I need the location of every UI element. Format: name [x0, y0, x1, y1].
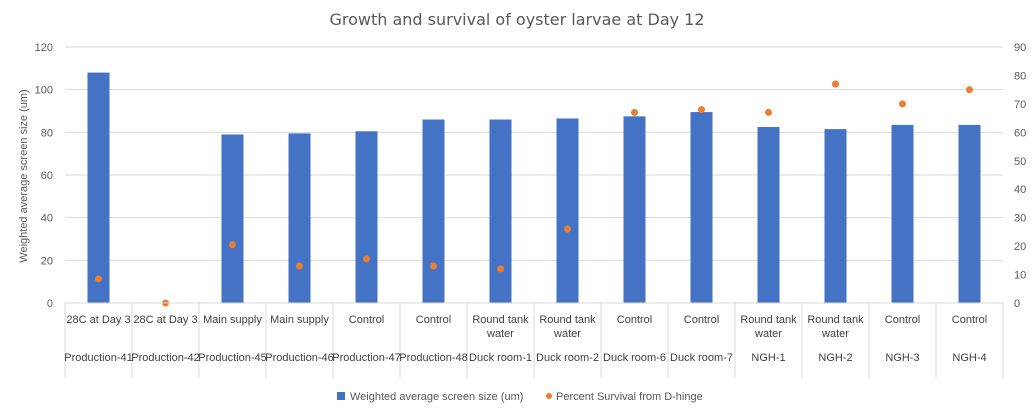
bar — [422, 119, 445, 304]
left-tick-label: 100 — [35, 85, 53, 97]
right-tick-label: 50 — [1014, 156, 1026, 168]
legend-dot-swatch — [546, 393, 552, 399]
right-tick-label: 0 — [1014, 298, 1020, 310]
y-axis-title: Weighted average screen size (um) — [18, 89, 30, 262]
legend-bar-label: Weighted average screen size (um) — [350, 391, 523, 403]
left-axis-ticks: 0 20 40 60 80 100 120 — [35, 42, 53, 310]
bars — [87, 72, 981, 304]
category-label: 28C at Day 3 — [133, 314, 197, 326]
category-group-label: NGH-3 — [885, 352, 919, 364]
category-group-label: Duck room-7 — [670, 352, 733, 364]
category-label: Control — [952, 314, 987, 326]
survival-point — [95, 275, 102, 283]
survival-point — [229, 241, 236, 249]
left-tick-label: 120 — [35, 42, 53, 54]
category-group-label: Production-46 — [265, 352, 334, 364]
category-group-label: NGH-4 — [952, 352, 986, 364]
right-axis-ticks: 0 10 20 30 40 50 60 70 80 90 — [1014, 42, 1026, 310]
survival-point — [966, 86, 973, 94]
category-group-label: Production-45 — [198, 352, 267, 364]
bar — [891, 124, 914, 303]
category-group-label: Production-48 — [399, 352, 468, 364]
left-tick-label: 20 — [41, 255, 53, 267]
bar — [288, 133, 311, 303]
bar — [623, 116, 646, 303]
bar — [958, 124, 981, 303]
left-tick-label: 0 — [47, 298, 53, 310]
category-group-label: NGH-1 — [751, 352, 785, 364]
right-tick-label: 40 — [1014, 184, 1026, 196]
bar — [556, 118, 579, 303]
survival-points — [95, 80, 973, 307]
bar — [757, 127, 780, 303]
right-tick-label: 90 — [1014, 42, 1026, 54]
bar — [824, 129, 847, 303]
survival-point — [765, 108, 772, 116]
category-group-label: Production-47 — [332, 352, 401, 364]
survival-point — [363, 255, 370, 263]
category-label: Main supply — [270, 314, 329, 326]
category-label: Round tank — [740, 314, 797, 326]
category-label: Control — [885, 314, 920, 326]
category-label: Control — [684, 314, 719, 326]
category-label: 28C at Day 3 — [66, 314, 130, 326]
chart-title: Growth and survival of oyster larvae at … — [329, 10, 704, 29]
category-label: water — [821, 328, 849, 340]
survival-point — [631, 108, 638, 116]
category-group-label: NGH-2 — [818, 352, 852, 364]
survival-point — [899, 100, 906, 108]
bar — [690, 112, 713, 303]
bar — [489, 119, 512, 304]
category-label: Round tank — [472, 314, 529, 326]
bar — [87, 72, 110, 303]
bar — [355, 131, 378, 303]
right-tick-label: 30 — [1014, 213, 1026, 225]
category-label: Control — [617, 314, 652, 326]
survival-point — [564, 225, 571, 233]
survival-point — [698, 106, 705, 114]
survival-point — [497, 265, 504, 273]
category-group-label: Production-42 — [131, 352, 200, 364]
gridlines — [65, 46, 1003, 261]
left-tick-label: 60 — [41, 170, 53, 182]
right-tick-label: 70 — [1014, 99, 1026, 111]
category-group-label: Production-41 — [64, 352, 133, 364]
survival-point — [832, 80, 839, 88]
legend: Weighted average screen size (um) Percen… — [337, 391, 703, 403]
legend-dot-label: Percent Survival from D-hinge — [556, 391, 703, 403]
right-tick-label: 80 — [1014, 70, 1026, 82]
right-tick-label: 10 — [1014, 270, 1026, 282]
bar — [221, 134, 244, 303]
left-tick-label: 40 — [41, 213, 53, 225]
category-label: Main supply — [203, 314, 262, 326]
category-label: Control — [416, 314, 451, 326]
right-tick-label: 20 — [1014, 241, 1026, 253]
survival-point — [430, 262, 437, 270]
legend-bar-swatch — [337, 392, 345, 400]
category-group-label: Duck room-1 — [469, 352, 532, 364]
category-label: Control — [349, 314, 384, 326]
category-group-label: Duck room-6 — [603, 352, 666, 364]
category-label: water — [553, 328, 581, 340]
category-label: water — [754, 328, 782, 340]
right-tick-label: 60 — [1014, 127, 1026, 139]
survival-point — [296, 262, 303, 270]
category-label: Round tank — [539, 314, 596, 326]
x-axis: 28C at Day 3 Production-41 28C at Day 3 Pro… — [64, 302, 1004, 378]
category-label: water — [486, 328, 514, 340]
left-tick-label: 80 — [41, 127, 53, 139]
category-group-label: Duck room-2 — [536, 352, 599, 364]
category-label: Round tank — [807, 314, 864, 326]
